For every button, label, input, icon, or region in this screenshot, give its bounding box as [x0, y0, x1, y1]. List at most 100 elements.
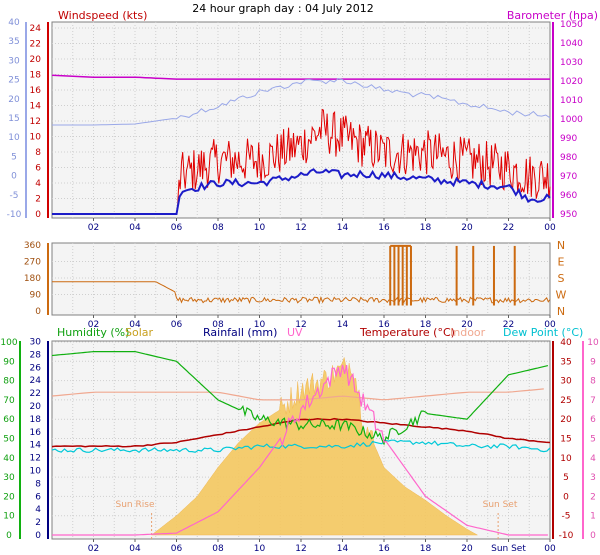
- temperature-axis-label: -5: [562, 512, 571, 522]
- uv-axis-label: 0: [590, 531, 596, 541]
- temperature-axis-label: 10: [560, 454, 572, 464]
- x-tick-label: 02: [88, 544, 99, 554]
- x-tick-label: 10: [254, 223, 266, 233]
- temperature-axis-label: 35: [560, 357, 571, 367]
- uv-line: [52, 364, 548, 536]
- x-tick-label: 00: [544, 223, 556, 233]
- panel1-grid: [52, 22, 550, 218]
- rain-axis-label: 12: [30, 454, 41, 464]
- windspeed-axis-label: 2: [35, 195, 41, 205]
- x-tick-label: 10: [254, 320, 266, 330]
- panel1-left-title: Windspeed (kts): [58, 9, 147, 22]
- label-humidity: Humidity (%): [57, 326, 129, 339]
- humidity-axis-label: 70: [3, 396, 15, 406]
- solar-area: [150, 356, 478, 536]
- x-tick-label: 02: [88, 223, 99, 233]
- gust-axis-label: 30: [8, 56, 20, 66]
- label-dewpoint: Dew Point (°C): [503, 326, 583, 339]
- panel1-marks: [51, 74, 551, 215]
- humidity-axis-label: 80: [3, 377, 15, 387]
- temperature-axis-label: -10: [559, 531, 574, 541]
- barometer-axis-label: 1050: [560, 20, 583, 30]
- windspeed-axis-label: 18: [30, 71, 42, 81]
- temperature-axis-label: 25: [560, 396, 571, 406]
- x-tick-label: 16: [378, 320, 390, 330]
- x-tick-label: 14: [337, 223, 349, 233]
- barometer-axis-label: 990: [560, 134, 577, 144]
- rain-axis-label: 26: [30, 363, 42, 373]
- x-tick-label: 04: [129, 223, 141, 233]
- humidity-axis-label: 30: [3, 473, 15, 483]
- panel1-plot-area: [51, 21, 551, 219]
- humidity-axis-label: 90: [3, 357, 15, 367]
- x-tick-label: 18: [420, 223, 432, 233]
- compass-label: N: [557, 239, 565, 252]
- x-tick-label: 08: [212, 223, 224, 233]
- rain-axis-label: 14: [30, 441, 42, 451]
- gust-axis-label: 0: [11, 172, 17, 182]
- chart-title: 24 hour graph day : 04 July 2012: [192, 2, 374, 15]
- windspeed-axis-label: 6: [35, 164, 41, 174]
- compass-label: E: [558, 256, 565, 269]
- label-temperature: Temperature (°C): [359, 326, 455, 339]
- wind-direction-line: [52, 281, 551, 305]
- barometer-axis-label: 1030: [560, 58, 583, 68]
- humidity-axis-label: 10: [3, 512, 15, 522]
- rain-axis-label: 28: [30, 350, 42, 360]
- direction-axis-label: 90: [30, 291, 42, 301]
- gust-axis-label: 25: [8, 76, 19, 86]
- x-tick-label: 08: [212, 320, 224, 330]
- x-tick-label: 12: [295, 223, 306, 233]
- windspeed-axis-label: 16: [30, 86, 42, 96]
- rain-axis-label: 22: [30, 389, 41, 399]
- humidity-axis-label: 40: [3, 454, 15, 464]
- panel3-marks: [51, 351, 551, 539]
- panel2-marks: [52, 244, 551, 306]
- windspeed-axis-label: 0: [35, 210, 41, 220]
- rain-axis-label: 0: [35, 531, 41, 541]
- temperature-line: [51, 417, 551, 448]
- rain-axis-label: 20: [30, 402, 42, 412]
- temperature-axis-label: 40: [560, 338, 572, 348]
- barometer-axis-label: 960: [560, 191, 577, 201]
- barometer-axis-label: 950: [560, 210, 577, 220]
- direction-axis-label: 270: [24, 258, 41, 268]
- uv-axis-label: 1: [590, 512, 596, 522]
- x-tick-label: 20: [461, 320, 473, 330]
- rain-axis-label: 8: [35, 479, 41, 489]
- uv-axis-label: 8: [590, 377, 596, 387]
- x-tick-label: 00: [544, 320, 556, 330]
- label-indoor: Indoor: [450, 326, 486, 339]
- windspeed-axis-label: 24: [30, 24, 42, 34]
- uv-axis-label: 7: [590, 396, 596, 406]
- x-tick-label: 20: [461, 223, 473, 233]
- x-tick-label: 04: [129, 320, 141, 330]
- x-tick-label: 16: [378, 544, 390, 554]
- rain-axis-label: 4: [35, 505, 41, 515]
- windspeed-axis-label: 10: [30, 133, 42, 143]
- indoor-temperature-line: [51, 388, 544, 401]
- humidity-line: [51, 351, 549, 446]
- humidity-axis-label: 100: [0, 338, 17, 348]
- direction-axis-label: 180: [24, 274, 41, 284]
- direction-axis-label: 0: [35, 307, 41, 317]
- windspeed-axis-label: 4: [35, 179, 41, 189]
- x-tick-label: 20: [461, 544, 473, 554]
- uv-axis-label: 10: [587, 338, 599, 348]
- annotation-sunset: Sun Set: [483, 500, 518, 510]
- x-tick-label: Sun Set: [491, 544, 526, 554]
- gust-axis-label: 40: [8, 18, 20, 28]
- label-rainfall: Rainfall (mm): [203, 326, 277, 339]
- uv-axis-label: 2: [590, 492, 596, 502]
- annotation-sunrise: Sun Rise: [116, 500, 155, 510]
- rain-axis-label: 18: [30, 415, 42, 425]
- rain-axis-label: 10: [30, 467, 42, 477]
- humidity-axis-label: 0: [6, 531, 12, 541]
- gust-axis-label: 5: [11, 152, 17, 162]
- gust-axis-label: -5: [10, 191, 19, 201]
- humidity-axis-label: 60: [3, 415, 15, 425]
- x-tick-label: 06: [171, 320, 183, 330]
- label-uv: UV: [287, 326, 303, 339]
